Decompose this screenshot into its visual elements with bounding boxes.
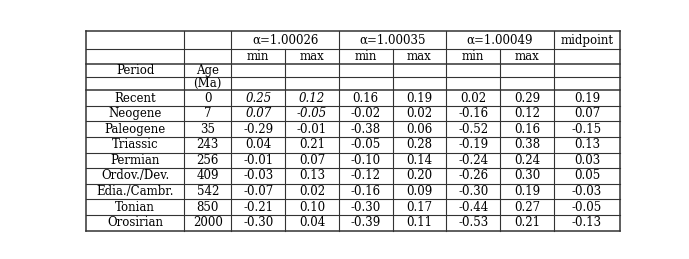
Text: 0.16: 0.16 xyxy=(353,92,379,105)
Text: 0.28: 0.28 xyxy=(407,138,433,151)
Text: 542: 542 xyxy=(196,185,219,198)
Text: min: min xyxy=(355,50,377,63)
Text: 0.07: 0.07 xyxy=(299,154,325,167)
Text: (Ma): (Ma) xyxy=(194,77,222,90)
Text: 0.24: 0.24 xyxy=(514,154,540,167)
Text: -0.05: -0.05 xyxy=(572,201,602,214)
Text: Orosirian: Orosirian xyxy=(107,216,163,229)
Text: -0.21: -0.21 xyxy=(243,201,274,214)
Text: 850: 850 xyxy=(196,201,219,214)
Text: 0.29: 0.29 xyxy=(514,92,540,105)
Text: 0: 0 xyxy=(204,92,212,105)
Text: -0.53: -0.53 xyxy=(458,216,489,229)
Text: 0.02: 0.02 xyxy=(407,107,433,120)
Text: Paleogene: Paleogene xyxy=(105,123,166,136)
Text: -0.13: -0.13 xyxy=(572,216,602,229)
Text: -0.12: -0.12 xyxy=(351,169,381,183)
Text: 0.04: 0.04 xyxy=(299,216,325,229)
Text: -0.10: -0.10 xyxy=(351,154,381,167)
Text: -0.30: -0.30 xyxy=(243,216,274,229)
Text: -0.05: -0.05 xyxy=(297,107,327,120)
Text: Age: Age xyxy=(196,64,219,77)
Text: 243: 243 xyxy=(196,138,219,151)
Text: 2000: 2000 xyxy=(193,216,223,229)
Text: α=1.00026: α=1.00026 xyxy=(252,33,318,47)
Text: -0.16: -0.16 xyxy=(351,185,381,198)
Text: 409: 409 xyxy=(196,169,219,183)
Text: Permian: Permian xyxy=(110,154,160,167)
Text: α=1.00049: α=1.00049 xyxy=(466,33,533,47)
Text: -0.26: -0.26 xyxy=(458,169,489,183)
Text: -0.05: -0.05 xyxy=(351,138,381,151)
Text: 0.06: 0.06 xyxy=(407,123,433,136)
Text: 0.07: 0.07 xyxy=(245,107,271,120)
Text: 0.19: 0.19 xyxy=(574,92,600,105)
Text: 0.14: 0.14 xyxy=(407,154,433,167)
Text: Triassic: Triassic xyxy=(112,138,158,151)
Text: -0.29: -0.29 xyxy=(243,123,274,136)
Text: -0.01: -0.01 xyxy=(297,123,327,136)
Text: -0.30: -0.30 xyxy=(351,201,381,214)
Text: -0.19: -0.19 xyxy=(458,138,489,151)
Text: min: min xyxy=(462,50,484,63)
Text: 0.27: 0.27 xyxy=(514,201,540,214)
Text: max: max xyxy=(407,50,432,63)
Text: 0.19: 0.19 xyxy=(407,92,433,105)
Text: 0.13: 0.13 xyxy=(574,138,600,151)
Text: max: max xyxy=(515,50,539,63)
Text: 0.25: 0.25 xyxy=(245,92,271,105)
Text: 0.12: 0.12 xyxy=(299,92,325,105)
Text: 0.05: 0.05 xyxy=(574,169,600,183)
Text: 0.38: 0.38 xyxy=(514,138,540,151)
Text: -0.44: -0.44 xyxy=(458,201,489,214)
Text: -0.07: -0.07 xyxy=(243,185,274,198)
Text: 0.09: 0.09 xyxy=(407,185,433,198)
Text: 0.03: 0.03 xyxy=(574,154,600,167)
Text: 0.19: 0.19 xyxy=(514,185,540,198)
Text: -0.03: -0.03 xyxy=(243,169,274,183)
Text: 0.02: 0.02 xyxy=(299,185,325,198)
Text: 256: 256 xyxy=(196,154,219,167)
Text: 35: 35 xyxy=(200,123,215,136)
Text: 0.16: 0.16 xyxy=(514,123,540,136)
Text: 7: 7 xyxy=(204,107,212,120)
Text: 0.17: 0.17 xyxy=(407,201,433,214)
Text: 0.13: 0.13 xyxy=(299,169,325,183)
Text: Neogene: Neogene xyxy=(108,107,162,120)
Text: Tonian: Tonian xyxy=(115,201,155,214)
Text: 0.20: 0.20 xyxy=(407,169,433,183)
Text: -0.39: -0.39 xyxy=(351,216,381,229)
Text: midpoint: midpoint xyxy=(560,33,613,47)
Text: min: min xyxy=(247,50,269,63)
Text: 0.21: 0.21 xyxy=(514,216,540,229)
Text: -0.24: -0.24 xyxy=(458,154,489,167)
Text: 0.04: 0.04 xyxy=(245,138,271,151)
Text: -0.03: -0.03 xyxy=(572,185,602,198)
Text: max: max xyxy=(300,50,325,63)
Text: -0.30: -0.30 xyxy=(458,185,489,198)
Text: 0.10: 0.10 xyxy=(299,201,325,214)
Text: 0.30: 0.30 xyxy=(514,169,540,183)
Text: -0.16: -0.16 xyxy=(458,107,489,120)
Text: -0.15: -0.15 xyxy=(572,123,602,136)
Text: α=1.00035: α=1.00035 xyxy=(360,33,426,47)
Text: Ordov./Dev.: Ordov./Dev. xyxy=(101,169,169,183)
Text: -0.01: -0.01 xyxy=(243,154,274,167)
Text: 0.21: 0.21 xyxy=(299,138,325,151)
Text: Recent: Recent xyxy=(114,92,156,105)
Text: -0.02: -0.02 xyxy=(351,107,381,120)
Text: Period: Period xyxy=(116,64,154,77)
Text: 0.02: 0.02 xyxy=(460,92,486,105)
Text: -0.38: -0.38 xyxy=(351,123,381,136)
Text: Edia./Cambr.: Edia./Cambr. xyxy=(96,185,174,198)
Text: 0.07: 0.07 xyxy=(574,107,600,120)
Text: -0.52: -0.52 xyxy=(458,123,489,136)
Text: 0.12: 0.12 xyxy=(514,107,540,120)
Text: 0.11: 0.11 xyxy=(407,216,433,229)
